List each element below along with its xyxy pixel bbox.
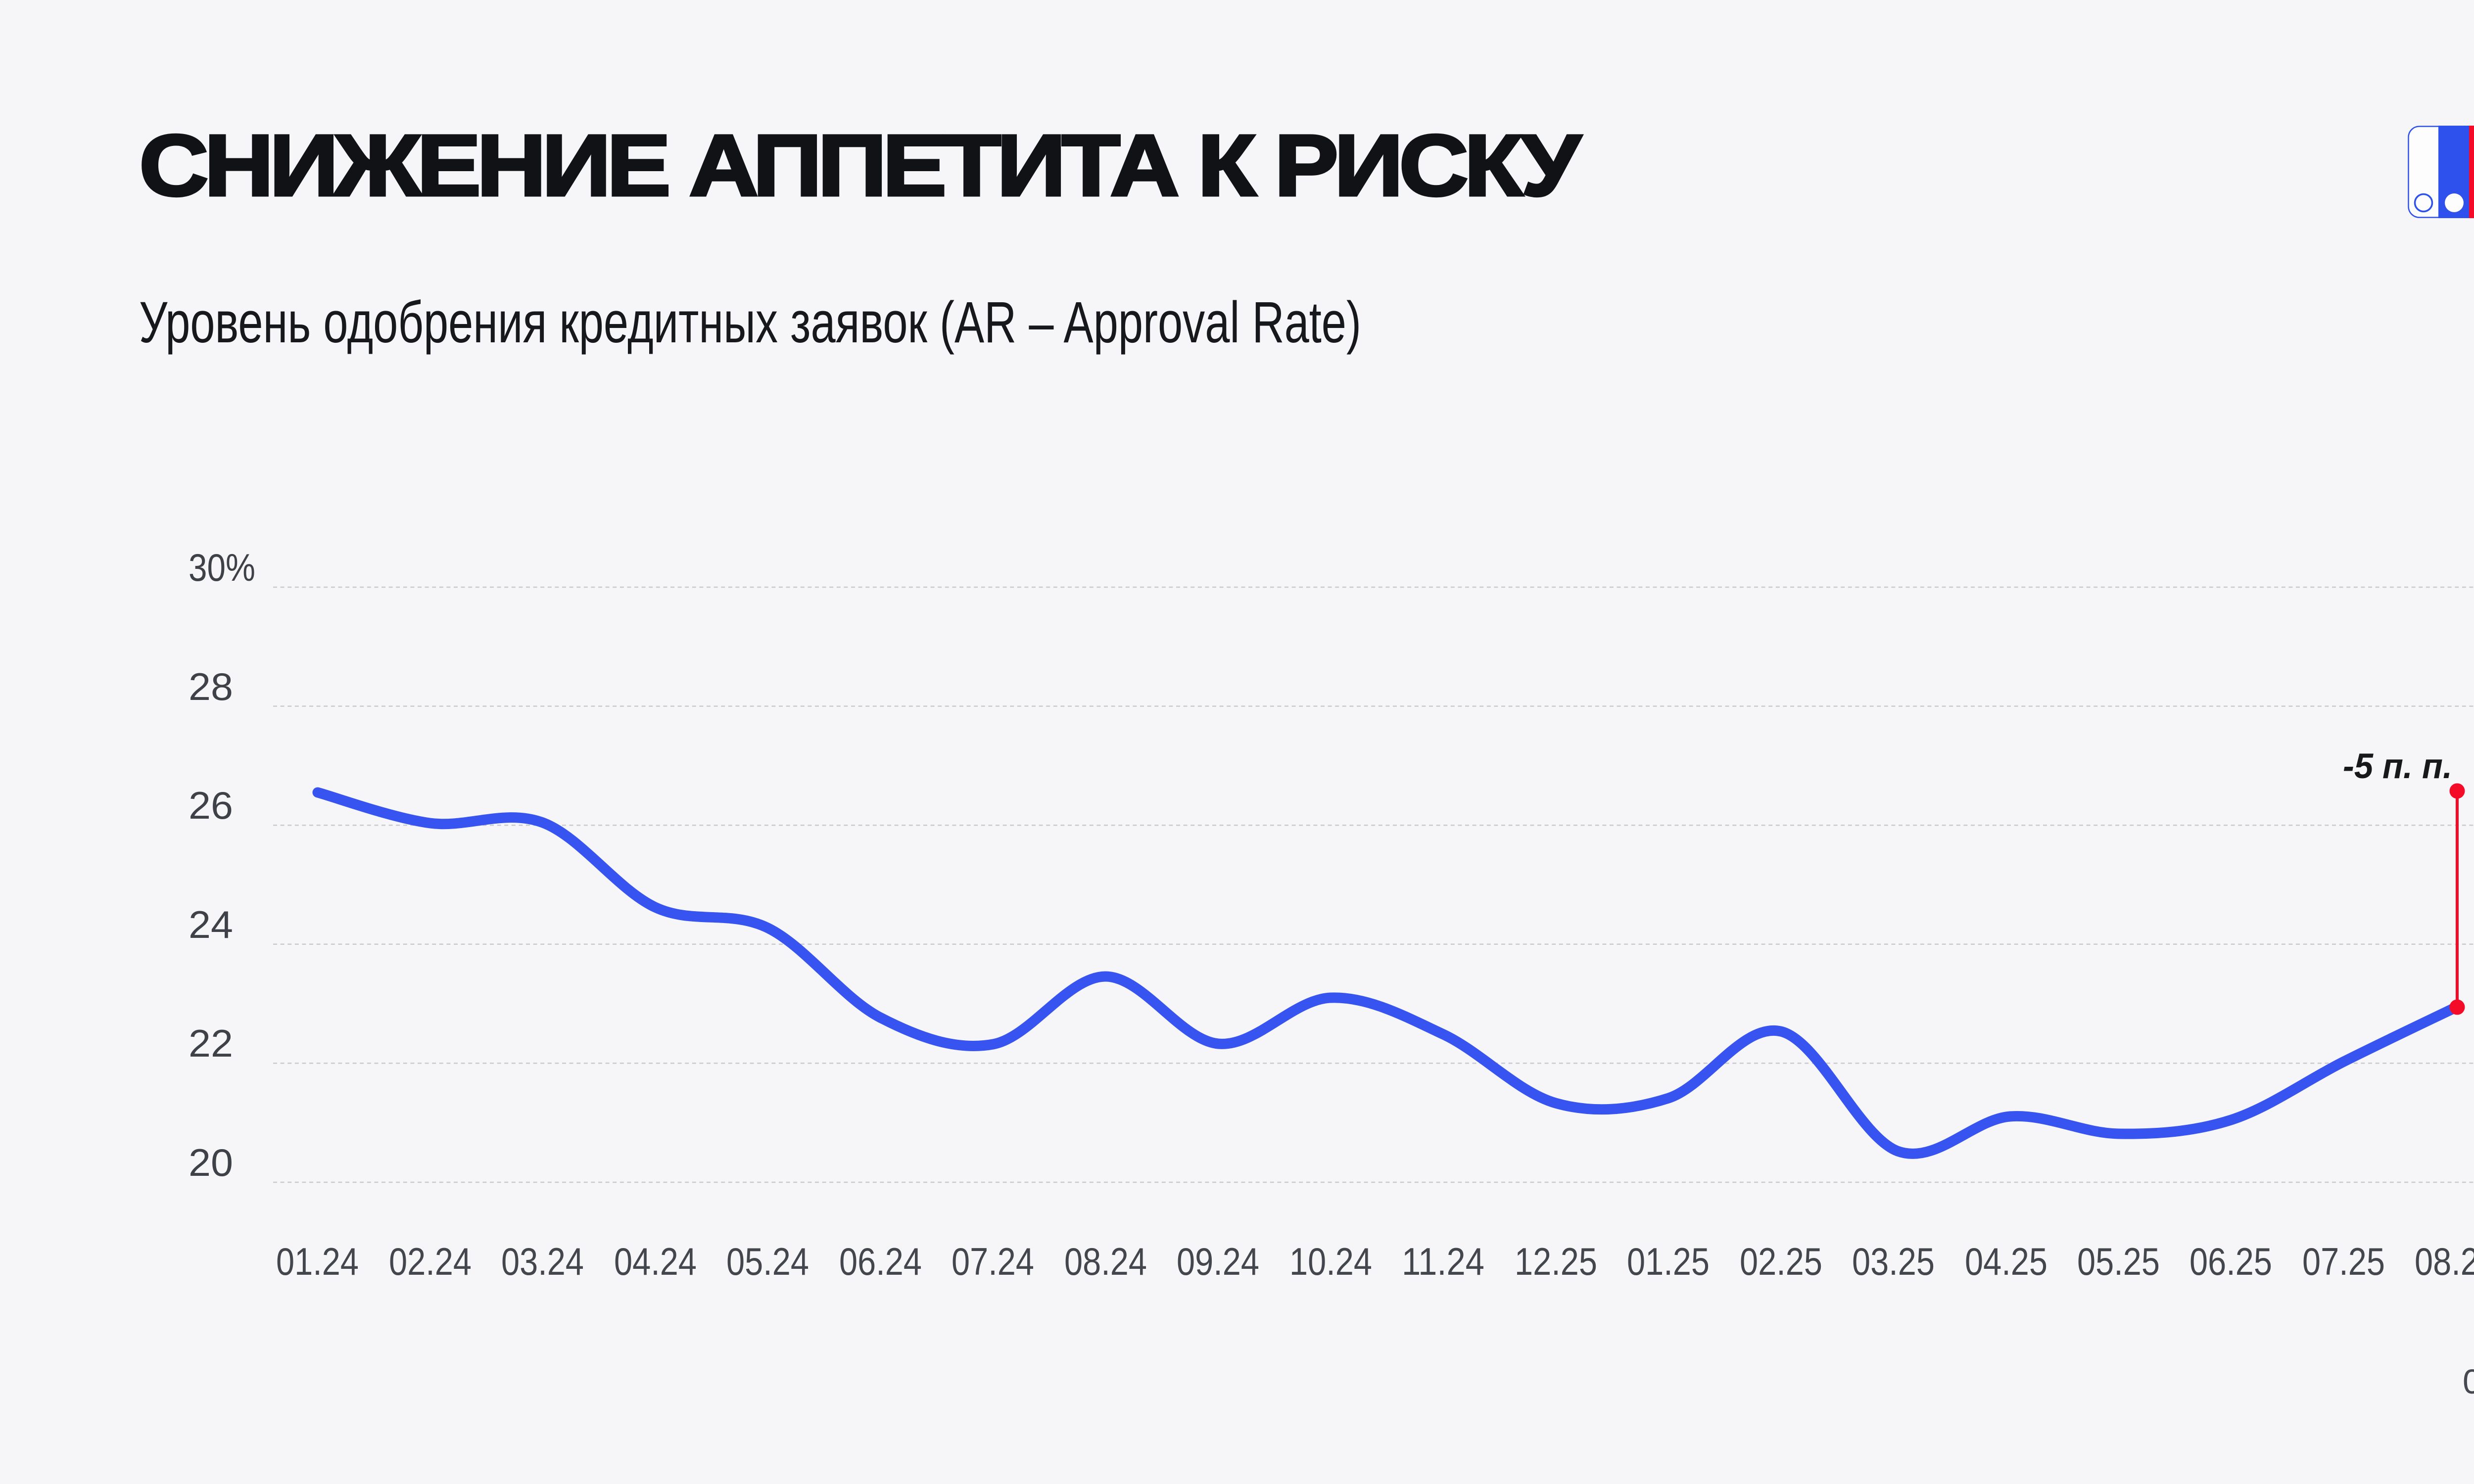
svg-text:26: 26 [189,784,233,827]
svg-text:-5 п. п.: -5 п. п. [2343,747,2452,786]
svg-text:06.25: 06.25 [2189,1240,2272,1283]
svg-text:09.24: 09.24 [1177,1240,1259,1283]
svg-text:СНИЖЕНИЕ АППЕТИТА К РИСКУ: СНИЖЕНИЕ АППЕТИТА К РИСКУ [139,117,1582,214]
svg-text:08.25: 08.25 [2415,1240,2474,1283]
svg-text:07.25: 07.25 [2302,1240,2385,1283]
svg-text:06.24: 06.24 [839,1240,922,1283]
svg-text:28: 28 [189,665,233,708]
svg-text:03.24: 03.24 [501,1240,584,1283]
svg-text:01.24: 01.24 [276,1240,359,1283]
svg-text:04.25: 04.25 [1965,1240,2047,1283]
svg-text:05: 05 [2463,1362,2474,1401]
svg-text:22: 22 [189,1021,233,1065]
svg-text:05.24: 05.24 [726,1240,809,1283]
svg-text:20: 20 [189,1141,233,1184]
svg-text:07.24: 07.24 [952,1240,1034,1283]
svg-text:10.24: 10.24 [1289,1240,1372,1283]
svg-text:24: 24 [189,903,233,946]
svg-text:30%: 30% [189,546,255,589]
svg-text:Уровень одобрения кредитных за: Уровень одобрения кредитных заявок (AR –… [139,290,1361,355]
svg-text:03.25: 03.25 [1852,1240,1935,1283]
svg-text:01.25: 01.25 [1627,1240,1710,1283]
svg-text:02.24: 02.24 [389,1240,472,1283]
svg-text:12.25: 12.25 [1515,1240,1597,1283]
svg-text:02.25: 02.25 [1740,1240,1822,1283]
svg-text:08.24: 08.24 [1064,1240,1147,1283]
svg-text:11.24: 11.24 [1402,1240,1484,1283]
svg-text:05.25: 05.25 [2077,1240,2160,1283]
svg-text:04.24: 04.24 [614,1240,697,1283]
